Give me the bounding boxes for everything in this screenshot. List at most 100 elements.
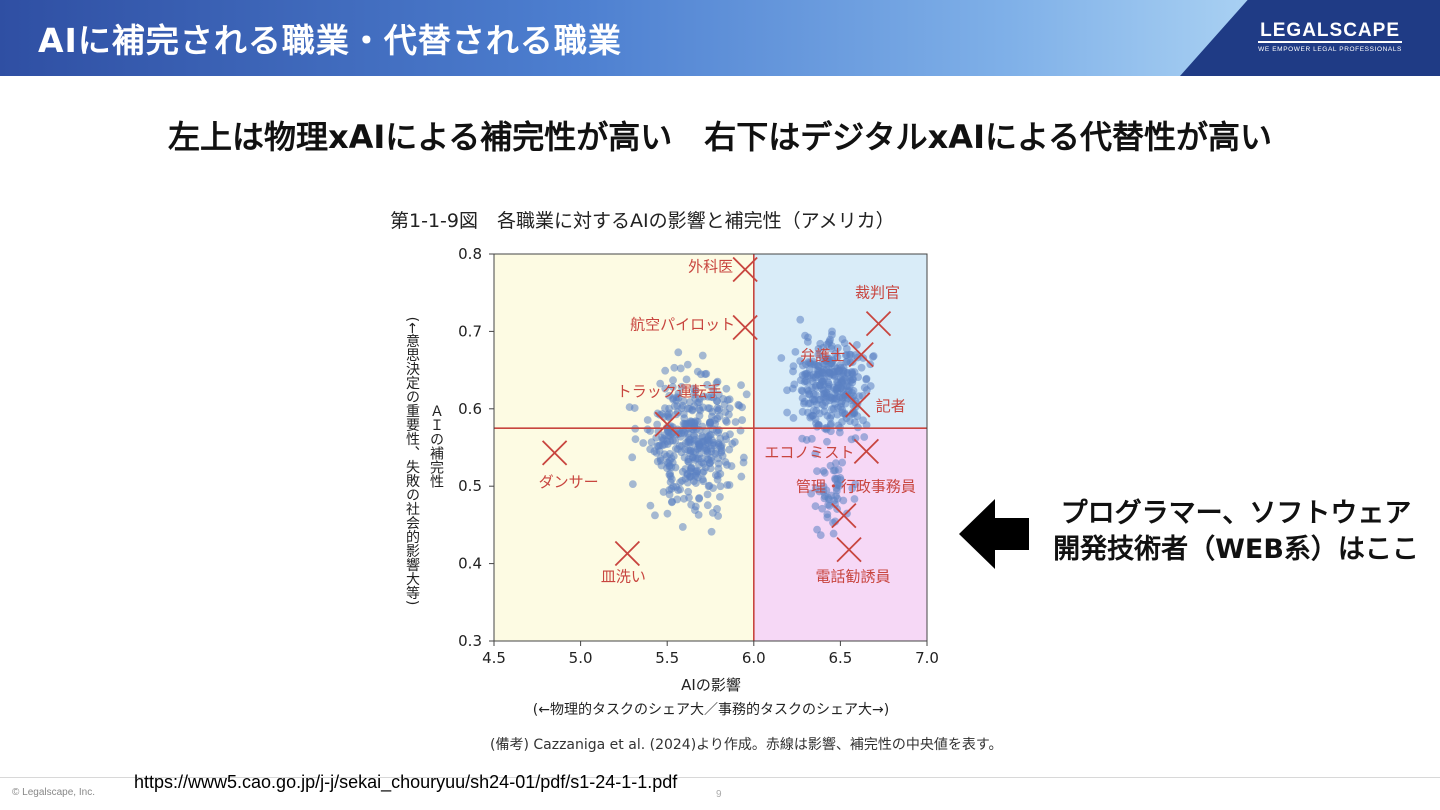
data-point [808,377,817,386]
occupation-label: ダンサー [539,473,599,491]
data-point [852,341,861,349]
data-point [811,502,820,511]
plot-area: 4.5 5.0 5.5 6.0 6.5 7.0 0.3 0.4 0.5 0.6 0.7 0.8 外科医航… [458,245,939,667]
data-point [731,418,740,426]
data-point [790,380,799,389]
data-point [669,376,677,385]
data-point [791,347,800,356]
occupation-marker [831,502,857,529]
data-point [847,368,856,376]
callout-text: プログラマー、ソフトウェア開発技術者（WEB系）はここ [1053,498,1419,565]
data-point [831,399,839,408]
data-point [714,464,723,473]
data-point [783,386,791,395]
data-point [829,466,838,475]
data-point [631,435,640,444]
data-point [630,404,639,412]
slide-title: AIに補完される職業・代替される職業 [38,21,622,60]
data-point [813,467,821,476]
y-axis-sublabel: (←意思決定の重要性、失敗の社会的影響大等) [404,317,420,606]
data-point [717,444,726,453]
data-point [664,412,673,421]
data-point [816,531,825,540]
data-point [830,496,839,505]
data-point [815,409,824,418]
data-point [654,427,663,436]
data-point [677,429,686,438]
logo-wordmark: LEGALSCAPE [1258,20,1402,43]
data-point [828,356,837,364]
data-point [665,490,674,499]
data-point [689,477,698,486]
page-number: 9 [716,789,722,800]
occupation-marker [853,438,880,465]
data-point [665,391,674,400]
data-point [674,486,682,494]
data-point [715,404,724,413]
data-point [860,383,869,392]
data-point [713,377,722,386]
data-point [737,381,745,390]
data-point [723,396,732,404]
data-point [695,440,704,449]
data-point [824,500,833,509]
data-point [709,438,718,447]
data-point [685,404,694,413]
data-point [818,377,827,386]
data-point [653,457,662,466]
x-tick-label: 5.5 [655,649,679,667]
data-point [838,458,847,467]
data-point [703,501,712,510]
occupation-label: 裁判官 [855,284,900,302]
arrow-left-icon [959,499,1029,569]
data-point [797,386,806,395]
data-point [811,449,820,458]
data-point [680,453,689,462]
data-point [715,492,724,501]
data-point [707,457,716,465]
data-point [726,430,734,439]
data-point [803,337,812,346]
occupation-label: トラック運転手 [617,382,722,400]
data-point [847,396,856,404]
chart-title: 第1-1-9図 各職業に対するAIの影響と補完性（アメリカ） [390,210,895,232]
data-point [742,390,751,399]
headline: 左上は物理xAIによる補完性が高い 右下はデジタルxAIによる代替性が高い [167,118,1273,156]
data-point [799,399,808,408]
occupation-marker [845,392,871,418]
occupation-label: 航空パイロット [630,316,735,334]
data-point [814,344,823,353]
data-point [663,452,671,461]
data-point [837,399,846,408]
data-point [796,315,805,324]
data-point [738,416,747,424]
data-point [777,354,786,362]
data-point [646,445,655,454]
plot-frame [493,253,928,642]
data-point [699,403,707,412]
occupation-label: 記者 [876,397,906,415]
data-point [831,459,840,467]
data-point [667,498,676,507]
data-point [868,352,877,361]
data-point [668,383,677,391]
data-point [805,389,813,398]
data-point [666,469,674,478]
x-tick-label: 5.0 [569,649,593,667]
footer-divider [0,777,1440,778]
data-point [805,365,814,373]
x-tick-label: 7.0 [915,649,939,667]
data-point [671,437,680,445]
data-point [685,493,693,502]
data-point [737,472,746,481]
data-point [693,417,702,426]
y-tick-label: 0.8 [458,245,482,263]
data-point [713,505,721,513]
source-url: https://www5.cao.go.jp/j-j/sekai_chouryu… [134,772,678,792]
data-point [686,417,695,426]
data-point [652,448,661,457]
data-point [707,430,715,439]
occupation-marker [614,540,641,567]
data-point [689,384,698,393]
data-point [836,374,845,383]
